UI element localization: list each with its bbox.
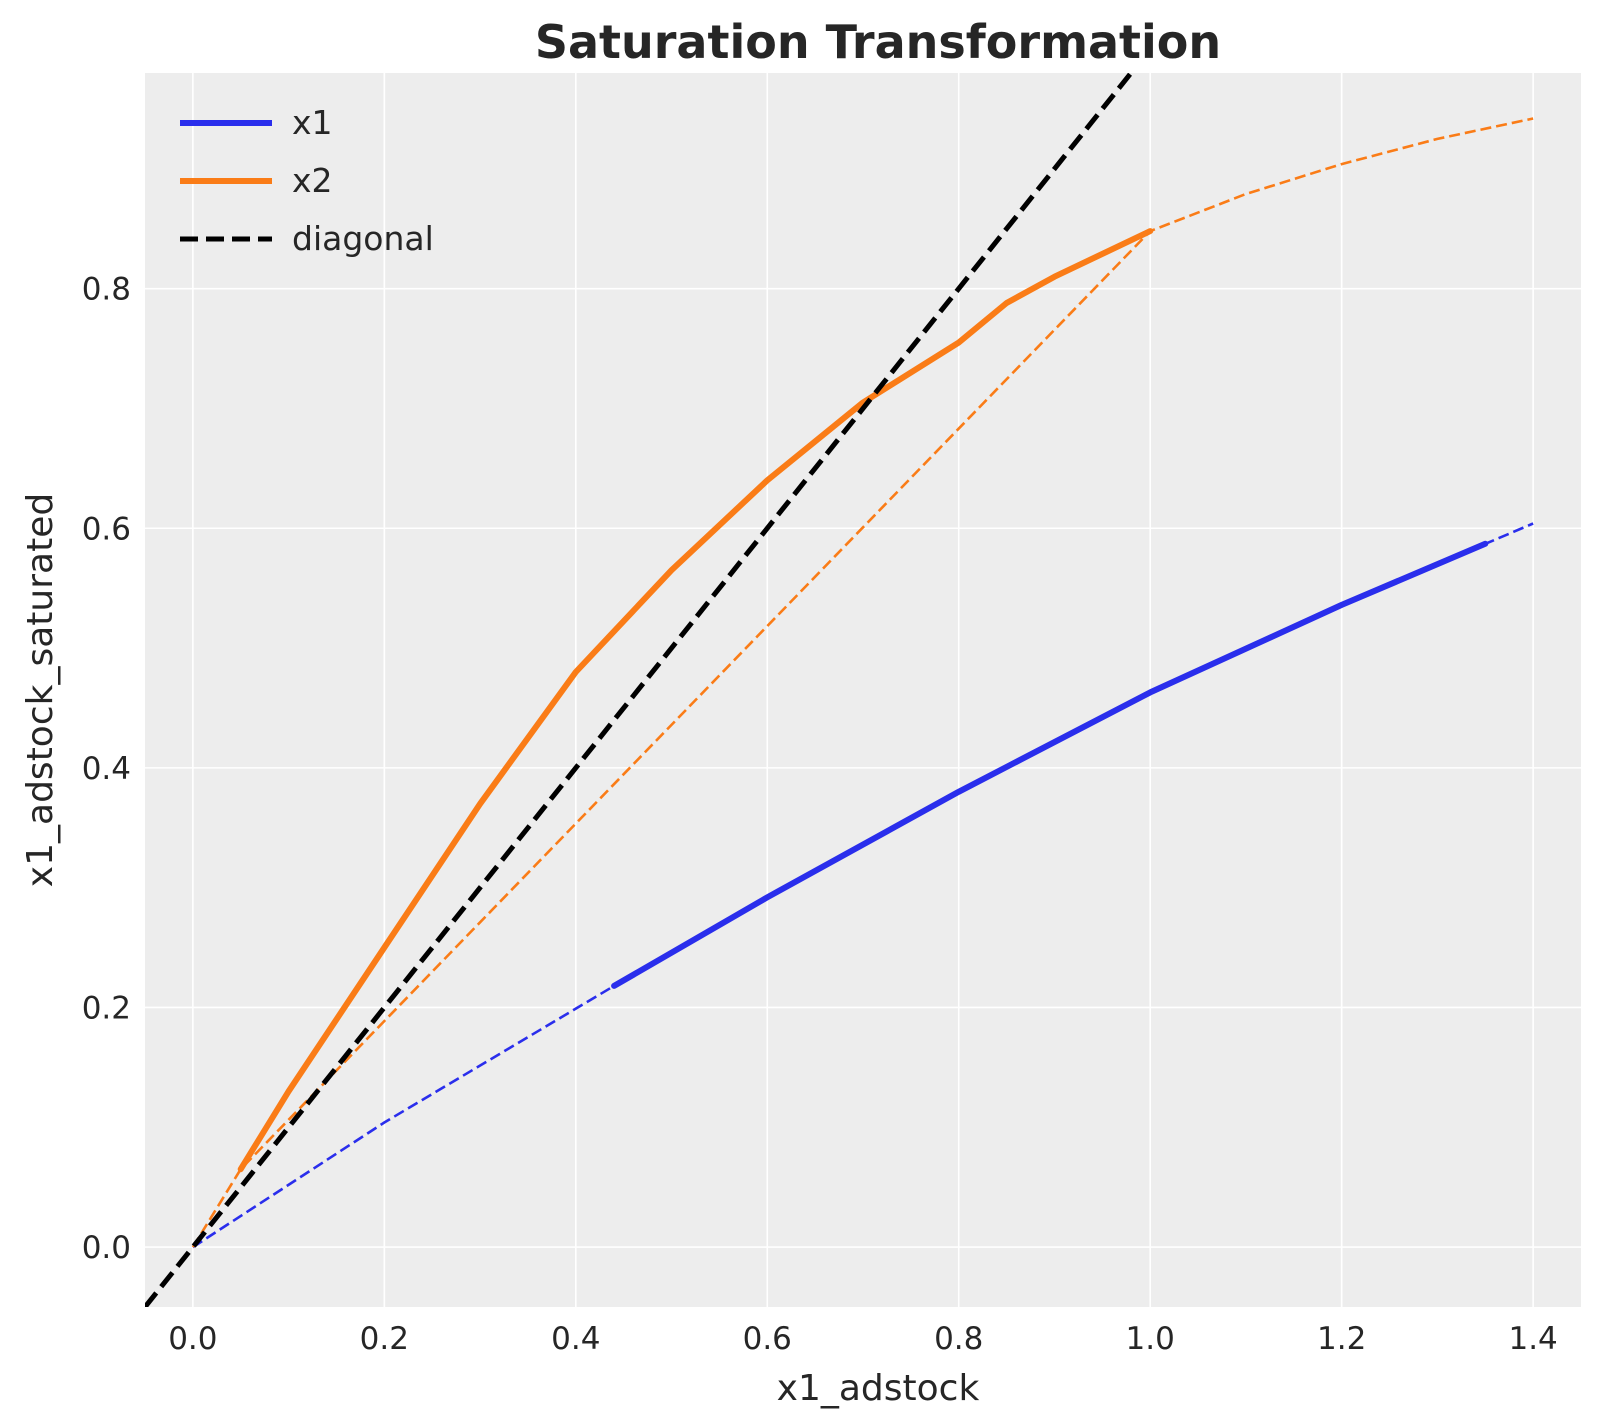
chart-title: Saturation Transformation xyxy=(535,15,1221,69)
legend-label-diagonal: diagonal xyxy=(292,219,434,258)
x-tick-label: 1.0 xyxy=(1126,1321,1175,1357)
series-lines xyxy=(145,73,1534,1307)
y-axis-label: x1_adstock_saturated xyxy=(20,493,61,887)
y-tick-label: 0.8 xyxy=(82,272,131,308)
grid-lines xyxy=(145,73,1581,1307)
y-tick-label: 0.2 xyxy=(82,990,131,1026)
diagonal-dashed-line xyxy=(145,73,1135,1307)
x1-solid-line xyxy=(611,540,1489,989)
x-tick-label: 0.2 xyxy=(360,1321,409,1357)
x2-solid-line xyxy=(237,228,1154,1173)
y-tick-label: 0.4 xyxy=(82,751,131,787)
y-tick-label: 0.0 xyxy=(82,1230,131,1266)
tick-labels: 0.0 0.2 0.4 0.6 0.8 1.0 1.2 1.4 0.0 0.2 0.4 0.6 0.8 xyxy=(82,272,1558,1357)
x-tick-label: 0.4 xyxy=(551,1321,600,1357)
x-tick-label: 0.8 xyxy=(934,1321,983,1357)
x-tick-label: 0.0 xyxy=(168,1321,217,1357)
x-tick-label: 1.4 xyxy=(1508,1321,1557,1357)
x-tick-label: 1.2 xyxy=(1317,1321,1366,1357)
legend-label-x2: x2 xyxy=(292,161,333,200)
plot-area xyxy=(145,73,1581,1307)
x-tick-label: 0.6 xyxy=(743,1321,792,1357)
x2-dashed-line xyxy=(191,117,1534,1248)
x-axis-label: x1_adstock xyxy=(777,1368,980,1409)
legend-label-x1: x1 xyxy=(292,103,333,142)
y-tick-label: 0.6 xyxy=(82,511,131,547)
legend: x1 x2 diagonal xyxy=(180,103,434,258)
